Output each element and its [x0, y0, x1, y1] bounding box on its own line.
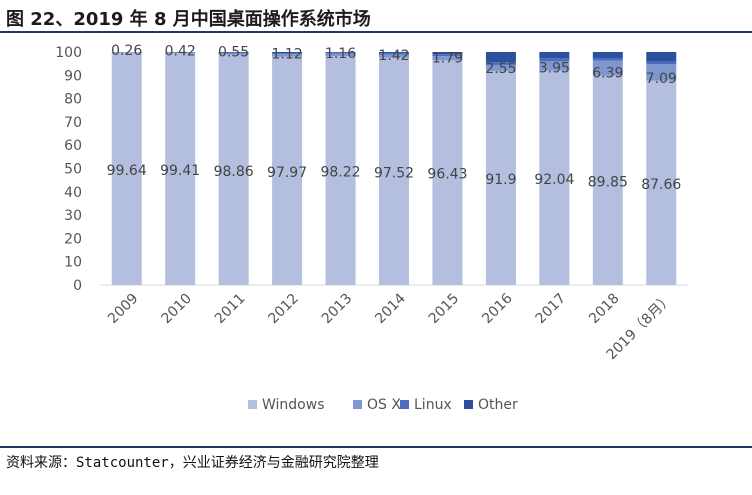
data-label-windows: 91.9 [485, 172, 516, 188]
data-label-osx: 2.55 [485, 61, 516, 77]
title-rule [0, 31, 752, 33]
footer-rule [0, 446, 752, 448]
bar-segment-os-x [165, 52, 196, 54]
y-tick-label: 80 [64, 92, 82, 108]
data-label-windows: 92.04 [534, 172, 574, 188]
data-label-osx: 3.95 [539, 61, 570, 77]
bar-segment-other [218, 52, 249, 53]
x-tick-label: 2018 [586, 291, 623, 328]
title-bar: 图 22、2019 年 8 月中国桌面操作系统市场 [0, 0, 752, 30]
source-note: 资料来源：Statcounter，兴业证券经济与金融研究院整理 [6, 455, 379, 471]
y-tick-label: 70 [64, 115, 82, 131]
y-tick-label: 100 [55, 45, 82, 61]
legend-label: Other [478, 397, 518, 413]
data-label-osx: 1.12 [272, 47, 303, 63]
bar-segment-linux [432, 54, 463, 57]
bar-segment-os-x [272, 54, 303, 57]
bar-segment-os-x [218, 53, 249, 55]
data-label-osx: 1.16 [325, 46, 356, 62]
legend-label: Linux [414, 397, 452, 413]
legend-label: Windows [262, 397, 325, 413]
x-tick-label: 2014 [372, 290, 409, 327]
data-label-windows: 97.97 [267, 165, 307, 181]
data-label-windows: 99.41 [160, 163, 200, 179]
bar-segment-windows [646, 80, 677, 285]
bar-segment-os-x [592, 60, 623, 76]
legend-swatch-os-x [353, 400, 362, 409]
bar-segment-linux [218, 52, 249, 54]
data-label-osx: 0.55 [218, 45, 249, 61]
y-tick-label: 40 [64, 185, 82, 201]
y-tick-label: 50 [64, 162, 82, 178]
x-tick-label: 2017 [533, 291, 570, 328]
x-tick-label: 2012 [265, 291, 302, 328]
bar-segment-linux [646, 61, 677, 65]
bar-segment-windows [218, 54, 249, 285]
bar-segment-os-x [485, 64, 516, 71]
bar-segment-windows [165, 53, 196, 286]
y-tick-label: 90 [64, 68, 82, 84]
bar-segment-other [432, 52, 463, 55]
data-label-osx: 7.09 [646, 71, 677, 87]
bar-segment-windows [485, 70, 516, 285]
bar-segment-linux [485, 62, 516, 65]
data-label-windows: 87.66 [641, 177, 681, 193]
data-label-osx: 6.39 [592, 66, 623, 82]
bar-segment-linux [592, 57, 623, 61]
data-label-windows: 98.86 [214, 164, 254, 180]
y-tick-label: 10 [64, 255, 82, 271]
bar-segment-other [485, 52, 516, 63]
bar-segment-other [325, 52, 356, 53]
bar-segment-windows [379, 57, 409, 286]
data-label-windows: 89.85 [588, 174, 628, 190]
y-tick-label: 60 [64, 138, 82, 154]
chart-title: 图 22、2019 年 8 月中国桌面操作系统市场 [6, 9, 371, 30]
bar-segment-other [646, 52, 677, 62]
bar-segment-os-x [646, 64, 677, 81]
bar-segment-os-x [539, 61, 570, 71]
bar-segment-os-x [325, 53, 356, 57]
x-tick-label: 2015 [426, 291, 463, 328]
bar-segment-windows [432, 60, 463, 285]
bar-segment-os-x [379, 54, 409, 58]
y-tick-label: 20 [64, 231, 82, 247]
bar-segment-linux [379, 53, 409, 55]
bar-segment-windows [592, 75, 623, 285]
bar-segment-linux [539, 58, 570, 62]
stacked-bar-chart: 0 10 20 30 40 50 60 70 80 90 100 2009 2010 2011 2012 20… [55, 43, 688, 413]
data-label-windows: 98.22 [320, 165, 360, 181]
data-label-windows: 99.64 [107, 163, 147, 179]
bar-segment-windows [539, 70, 570, 285]
x-tick-label: 2016 [479, 290, 516, 327]
bar-segment-linux [325, 52, 356, 54]
data-label-windows: 96.43 [427, 167, 467, 183]
bar-segment-windows [272, 56, 303, 285]
bar-segment-other [539, 52, 570, 59]
bar-segment-other [592, 52, 623, 58]
bar-segment-os-x [111, 52, 142, 53]
bar-segment-windows [325, 56, 356, 285]
legend-swatch-windows [248, 400, 257, 409]
legend-swatch-other [464, 400, 473, 409]
legend-swatch-linux [400, 400, 409, 409]
x-tick-label: 2010 [158, 291, 195, 328]
y-tick-label: 0 [73, 278, 82, 294]
legend-label: OS X [367, 397, 401, 413]
data-label-osx: 0.26 [111, 43, 142, 59]
bar-segment-other [379, 52, 409, 54]
x-tick-label: 2011 [212, 291, 249, 328]
data-label-osx: 1.42 [378, 48, 409, 64]
x-tick-label: 2013 [319, 291, 356, 328]
x-tick-label: 2009 [105, 291, 142, 328]
y-tick-label: 30 [64, 208, 82, 224]
data-label-windows: 97.52 [374, 165, 414, 181]
bar-segment-other [272, 52, 303, 54]
data-label-osx: 0.42 [165, 43, 196, 59]
bar-segment-os-x [432, 56, 463, 61]
bar-segment-windows [111, 52, 142, 285]
bar-segment-linux [272, 53, 303, 55]
data-label-osx: 1.79 [432, 50, 463, 66]
